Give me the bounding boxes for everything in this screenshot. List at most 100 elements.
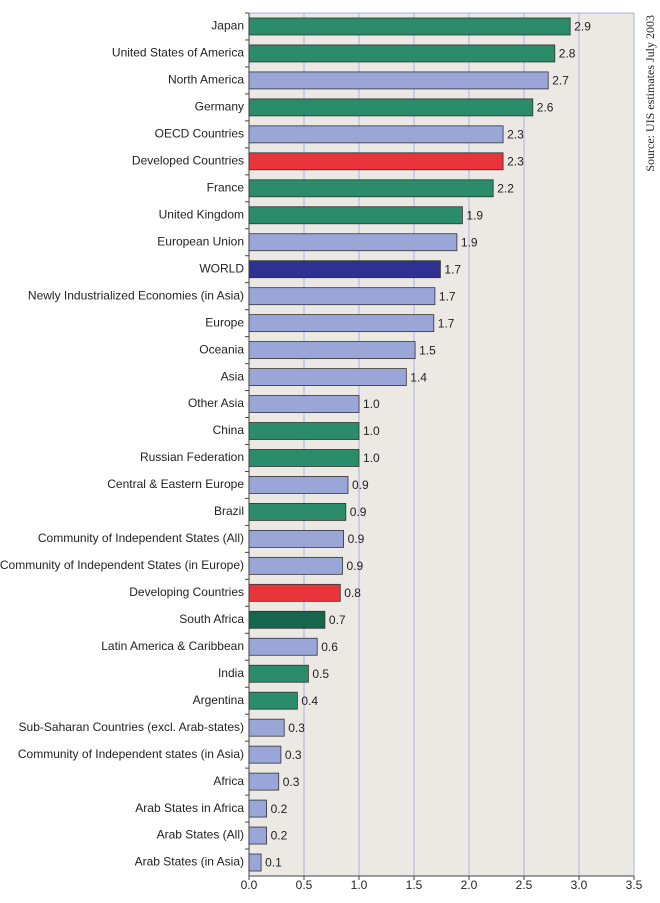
- bar: [248, 71, 549, 90]
- y-tick-label: Oceania: [199, 342, 244, 356]
- value-label: 1.9: [461, 235, 478, 249]
- value-label: 0.3: [285, 748, 302, 762]
- value-label: 2.2: [497, 181, 514, 195]
- y-tick-label: India: [218, 666, 244, 680]
- y-tick-label: Sub-Saharan Countries (excl. Arab-states…: [19, 720, 244, 734]
- source-note: Source: UIS estimates July 2003: [643, 15, 657, 172]
- value-label: 1.0: [363, 424, 380, 438]
- value-label: 0.5: [312, 667, 329, 681]
- y-tick-label: Central & Eastern Europe: [107, 477, 244, 491]
- y-tick-label: China: [213, 423, 245, 437]
- bar: [248, 395, 360, 413]
- bar: [248, 610, 326, 629]
- bar: [248, 718, 285, 737]
- bar: [248, 476, 349, 494]
- y-tick-label: North America: [168, 73, 244, 87]
- value-label: 2.8: [559, 47, 576, 61]
- value-label: 1.4: [410, 370, 427, 384]
- bar: [248, 583, 341, 602]
- bar: [248, 98, 534, 117]
- value-label: 1.0: [363, 451, 380, 465]
- bar: [248, 691, 298, 710]
- value-label: 2.9: [574, 20, 591, 34]
- value-label: 0.3: [283, 775, 300, 789]
- value-label: 0.1: [265, 856, 282, 870]
- x-tick-label: 1.5: [406, 878, 423, 892]
- x-tick-label: 3.0: [571, 878, 588, 892]
- bar: [248, 637, 318, 656]
- bar: [248, 853, 262, 872]
- bar: [248, 287, 436, 306]
- y-tick-label: Germany: [195, 100, 244, 114]
- x-tick-label: 1.0: [351, 878, 368, 892]
- value-label: 1.5: [419, 343, 436, 357]
- bar: [248, 314, 435, 333]
- y-tick-label: United States of America: [112, 46, 244, 60]
- value-label: 0.8: [344, 586, 361, 600]
- y-tick-label: Community of Independent States (All): [38, 531, 244, 545]
- bar: [248, 260, 441, 279]
- bar: [248, 17, 571, 36]
- bar: [248, 125, 504, 144]
- y-tick-label: Community of Independent states (in Asia…: [18, 747, 244, 761]
- bar: [248, 745, 282, 764]
- y-tick-label: Brazil: [214, 504, 244, 518]
- y-tick-label: Developed Countries: [132, 154, 244, 168]
- x-tick-label: 2.0: [461, 878, 478, 892]
- value-label: 0.7: [329, 613, 346, 627]
- value-label: 1.7: [438, 316, 455, 330]
- value-label: 2.6: [537, 101, 554, 115]
- value-label: 0.9: [350, 505, 367, 519]
- value-label: 1.0: [363, 397, 380, 411]
- value-label: 2.3: [507, 128, 524, 142]
- y-tick-label: South Africa: [179, 612, 244, 626]
- bar: [248, 368, 407, 386]
- y-tick-label: Asia: [221, 369, 245, 383]
- value-label: 1.7: [444, 262, 461, 276]
- bar: [248, 233, 458, 252]
- y-tick-label: Argentina: [193, 693, 245, 707]
- y-tick-label: Arab States (All): [157, 828, 244, 842]
- value-label: 2.3: [507, 155, 524, 169]
- x-tick-label: 3.5: [626, 878, 643, 892]
- x-tick-label: 0.5: [296, 878, 313, 892]
- bar: [248, 826, 268, 845]
- y-tick-label: Developing Countries: [129, 585, 244, 599]
- bar: [248, 422, 360, 440]
- y-tick-label: WORLD: [199, 261, 244, 275]
- y-tick-label: United Kingdom: [159, 207, 244, 221]
- y-tick-label: Other Asia: [188, 396, 244, 410]
- bar: [248, 152, 504, 171]
- y-tick-label: Russian Federation: [140, 450, 244, 464]
- x-tick-label: 2.5: [516, 878, 533, 892]
- value-label: 0.4: [301, 694, 318, 708]
- value-label: 2.7: [552, 74, 569, 88]
- value-label: 0.2: [271, 829, 288, 843]
- value-label: 0.9: [348, 532, 365, 546]
- y-tick-label: European Union: [157, 234, 244, 248]
- y-tick-label: Community of Independent States (in Euro…: [0, 558, 244, 572]
- value-label: 1.9: [466, 208, 483, 222]
- y-tick-label: Europe: [205, 315, 244, 329]
- y-tick-label: Japan: [211, 19, 244, 33]
- x-tick-label: 0.0: [241, 878, 258, 892]
- bar: [248, 799, 268, 818]
- y-tick-label: Africa: [213, 774, 244, 788]
- y-tick-label: Newly Industrialized Economies (in Asia): [28, 288, 244, 302]
- value-label: 0.9: [347, 559, 364, 573]
- y-tick-label: OECD Countries: [155, 127, 244, 141]
- value-label: 1.7: [439, 289, 456, 303]
- bar: [248, 556, 343, 575]
- bar: [248, 503, 347, 521]
- y-tick-label: Arab States (in Asia): [135, 855, 244, 869]
- y-tick-label: Latin America & Caribbean: [101, 639, 244, 653]
- bar: [248, 179, 494, 198]
- bar: [248, 449, 360, 467]
- y-tick-label: France: [207, 180, 245, 194]
- value-label: 0.6: [321, 640, 338, 654]
- bar: [248, 341, 416, 360]
- bar: [248, 529, 344, 548]
- bar: [248, 44, 556, 63]
